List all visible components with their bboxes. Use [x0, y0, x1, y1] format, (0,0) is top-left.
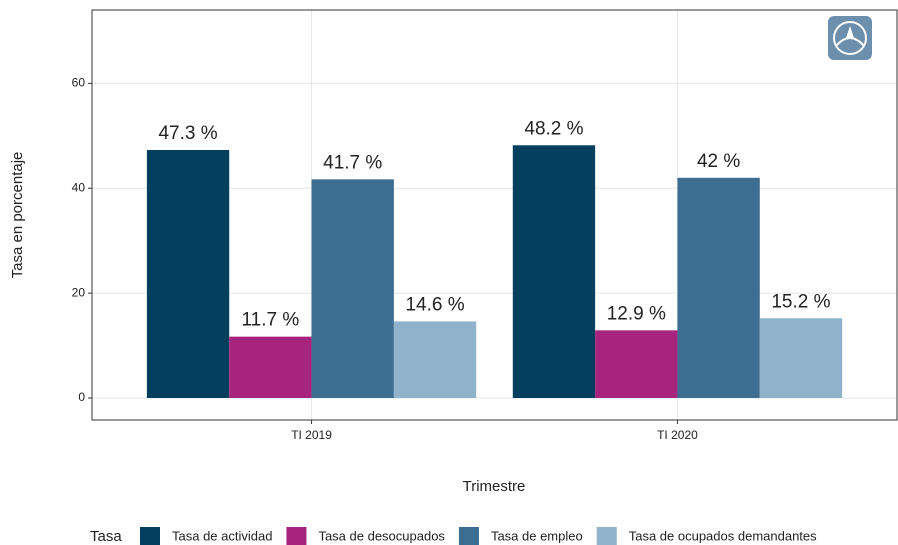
- bar: [393, 321, 477, 398]
- legend-label: Tasa de ocupados demandantes: [629, 528, 817, 543]
- x-tick-label: TI 2019: [291, 428, 332, 442]
- bar-value-label: 14.6 %: [405, 294, 464, 315]
- legend-label: Tasa de desocupados: [318, 528, 445, 543]
- bar: [512, 145, 596, 398]
- bar: [759, 318, 843, 398]
- bar-value-label: 42 %: [697, 151, 740, 172]
- legend-key: [140, 527, 160, 545]
- bar: [595, 330, 678, 398]
- bar: [229, 336, 312, 398]
- y-tick-label: 20: [72, 285, 86, 299]
- bar-value-label: 47.3 %: [158, 123, 217, 144]
- y-tick-label: 0: [78, 390, 85, 404]
- bar-value-label: 15.2 %: [771, 291, 830, 312]
- legend-key: [596, 527, 617, 545]
- legend-key: [286, 527, 307, 545]
- x-axis-label: Trimestre: [463, 478, 526, 495]
- x-tick-label: TI 2020: [657, 428, 698, 442]
- legend-label: Tasa de actividad: [172, 528, 272, 543]
- y-axis-label: Tasa en porcentaje: [9, 152, 26, 279]
- panel-border: [91, 9, 898, 421]
- bar: [677, 177, 760, 398]
- bar: [311, 179, 394, 398]
- bars: [146, 145, 843, 398]
- logo: [828, 16, 872, 60]
- bar-value-label: 48.2 %: [524, 118, 583, 139]
- y-tick-label: 40: [72, 180, 86, 194]
- bar-value-label: 41.7 %: [323, 152, 382, 173]
- bar: [146, 149, 230, 398]
- y-tick-label: 60: [72, 76, 86, 90]
- legend-label: Tasa de empleo: [491, 528, 583, 543]
- legend-title: Tasa: [90, 528, 122, 545]
- bar-value-label: 11.7 %: [242, 310, 300, 331]
- legend-key: [458, 527, 479, 545]
- bar-value-label: 12.9 %: [607, 303, 666, 324]
